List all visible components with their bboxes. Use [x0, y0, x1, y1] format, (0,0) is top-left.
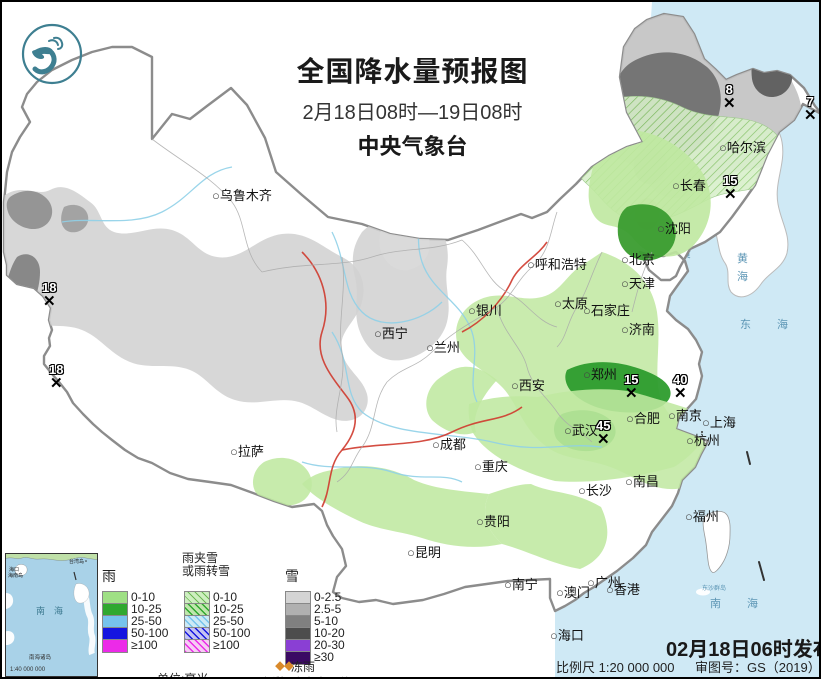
svg-text:海南岛: 海南岛 — [8, 572, 23, 579]
svg-text:南海诸岛: 南海诸岛 — [29, 653, 52, 661]
svg-text:海口: 海口 — [9, 566, 19, 573]
svg-text:台湾岛: 台湾岛 — [69, 558, 84, 565]
svg-text:1:40 000 000: 1:40 000 000 — [10, 667, 46, 673]
svg-text:南 海: 南 海 — [36, 605, 63, 616]
